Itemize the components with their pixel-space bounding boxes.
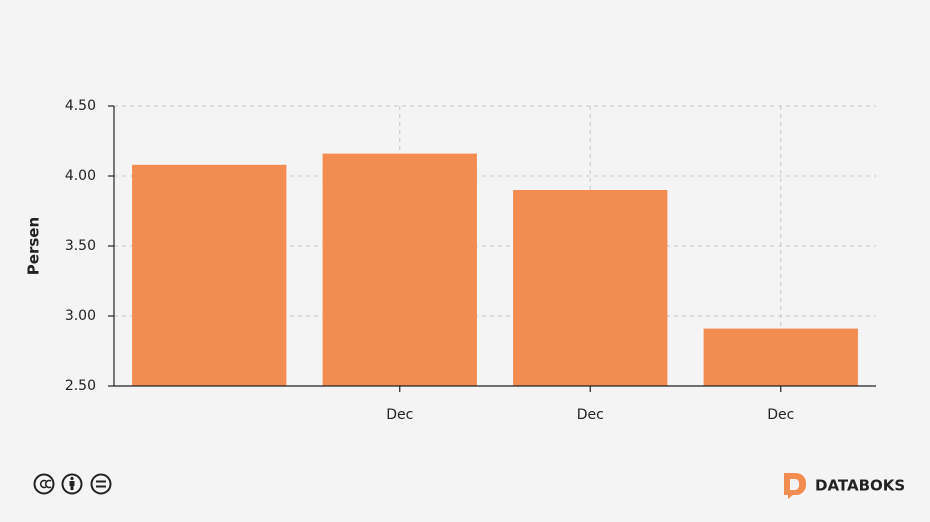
x-tick-label: Dec [386, 407, 413, 423]
x-tick-label: Dec [577, 407, 604, 423]
y-axis-label: Persen [25, 217, 43, 275]
brand: DATABOKS [815, 477, 905, 495]
cc-icons [33, 473, 112, 495]
x-tick-label: Dec [767, 407, 794, 423]
bar [322, 153, 477, 386]
bar [513, 190, 668, 386]
bar [132, 164, 287, 386]
y-tick-label: 3.00 [65, 308, 96, 324]
y-tick-label: 4.00 [65, 168, 96, 184]
y-tick-label: 4.50 [65, 98, 96, 114]
brand-logo-inner [790, 479, 799, 490]
bar [703, 328, 858, 386]
y-tick-label: 2.50 [65, 378, 96, 394]
y-tick-label: 3.50 [65, 238, 96, 254]
